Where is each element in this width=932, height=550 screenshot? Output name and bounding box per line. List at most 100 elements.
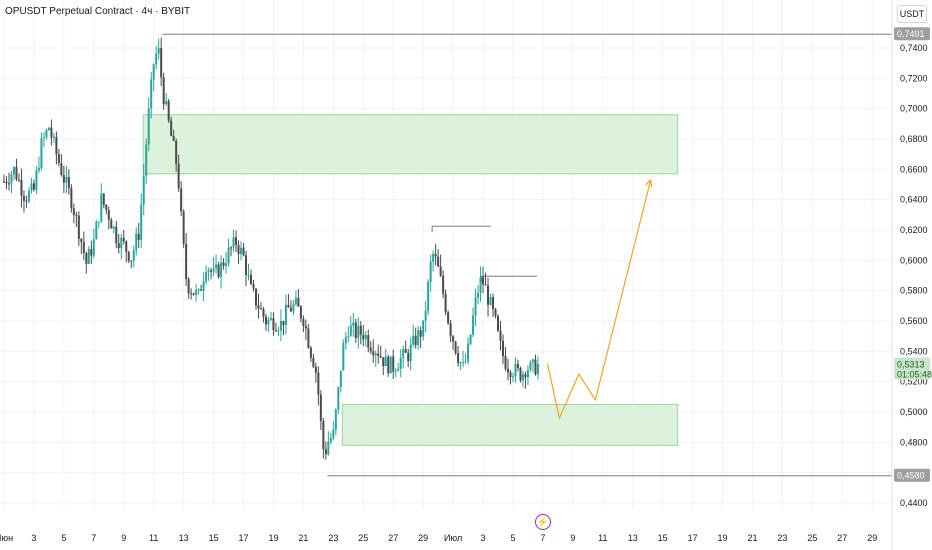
candle-body	[342, 343, 345, 371]
projection-arrowhead	[645, 178, 653, 188]
candle-body	[392, 356, 395, 372]
level-price-badge	[894, 27, 930, 41]
currency-button[interactable]: USDT	[897, 5, 927, 23]
candle-body	[412, 335, 415, 345]
candle-body	[379, 356, 382, 358]
candle-body	[459, 362, 462, 364]
candle-body	[322, 421, 325, 450]
x-tick-label: 23	[328, 533, 338, 543]
candle-body	[87, 249, 90, 264]
candle-body	[347, 335, 350, 338]
x-tick-label: 7	[91, 533, 96, 543]
level-price-badge	[894, 468, 930, 482]
candle-body	[369, 347, 372, 352]
candle-body	[165, 101, 168, 105]
x-tick-label: 17	[239, 533, 249, 543]
candle-body	[22, 195, 25, 201]
candle-body	[132, 250, 135, 261]
candle-body	[399, 357, 402, 369]
candle-body	[5, 181, 8, 184]
candle-body	[482, 277, 485, 285]
candle-body	[344, 337, 347, 344]
candle-body	[329, 437, 332, 442]
candle-body	[324, 449, 327, 455]
candle-body	[407, 352, 410, 362]
candle-body	[187, 279, 190, 294]
candle-body	[312, 357, 315, 367]
candle-body	[157, 48, 160, 54]
zone-box	[142, 114, 679, 175]
candle-body	[167, 101, 170, 121]
candle-body	[82, 242, 85, 254]
candle-body	[102, 193, 105, 205]
candle-body	[452, 336, 455, 342]
candle-body	[37, 167, 40, 171]
candle-body	[334, 409, 337, 430]
candle-body	[314, 366, 317, 373]
candle-body	[252, 284, 255, 289]
candle-body	[531, 359, 534, 363]
candle-body	[257, 305, 260, 309]
candle-body	[67, 176, 70, 189]
candle-body	[259, 308, 262, 310]
candle-body	[414, 335, 417, 346]
x-tick-label: 5	[510, 533, 515, 543]
candle-body	[454, 341, 457, 354]
y-tick-label: 0,5600	[900, 316, 928, 326]
candle-body	[437, 256, 440, 267]
y-tick-label: 0,7400	[900, 43, 928, 53]
candle-body	[502, 340, 504, 357]
candle-body	[349, 325, 352, 336]
candle-body	[484, 284, 487, 286]
x-tick-label: 3	[481, 533, 486, 543]
candle-body	[245, 255, 248, 275]
lightning-icon[interactable]: ⚡	[535, 514, 551, 530]
projection-line	[546, 179, 652, 420]
candle-body	[57, 154, 60, 164]
candle-body	[212, 268, 215, 272]
candle-body	[279, 320, 282, 331]
candle-body	[215, 264, 218, 269]
candle-body	[160, 48, 163, 78]
candle-body	[294, 297, 297, 305]
current-price-badge	[894, 357, 930, 380]
candle-body	[269, 318, 272, 320]
candle-body	[521, 374, 524, 381]
y-tick-label: 0,4800	[900, 437, 928, 447]
candle-body	[277, 330, 280, 332]
candle-body	[125, 241, 128, 252]
candle-body	[422, 320, 425, 337]
candle-body	[240, 247, 243, 255]
candle-body	[284, 304, 287, 326]
candle-body	[195, 289, 198, 295]
symbol-title: OPUSDT Perpetual Contract · 4ч · BYBIT	[5, 6, 191, 17]
candle-body	[397, 368, 400, 371]
candle-body	[339, 370, 342, 388]
candle-body	[145, 144, 148, 176]
swing-high-line	[431, 225, 491, 233]
candle-body	[250, 274, 253, 285]
x-tick-label: 7	[540, 533, 545, 543]
demand-supply-zones	[142, 114, 679, 446]
candle-body	[409, 344, 412, 362]
candle-body	[432, 253, 435, 262]
candle-body	[70, 188, 73, 209]
x-tick-label: 11	[149, 533, 158, 543]
x-tick-label: 15	[658, 533, 668, 543]
candle-body	[45, 130, 48, 138]
candle-body	[364, 335, 367, 340]
candle-body	[274, 330, 277, 332]
candle-body	[504, 356, 507, 369]
candle-body	[47, 127, 50, 131]
candle-body	[172, 135, 175, 141]
candle-body	[100, 193, 103, 222]
candle-body	[332, 429, 335, 438]
candle-body	[17, 179, 20, 181]
candle-body	[511, 376, 514, 378]
candle-body	[55, 136, 58, 155]
y-tick-label: 0,6200	[900, 225, 928, 235]
time-axis: Июн 3 5 7 9 11 13 15 17 19 21 23 25 27 29 Июл 3 5 7 9 11 13 15…	[0, 533, 877, 543]
candle-body	[394, 370, 397, 372]
candle-body	[499, 330, 502, 341]
